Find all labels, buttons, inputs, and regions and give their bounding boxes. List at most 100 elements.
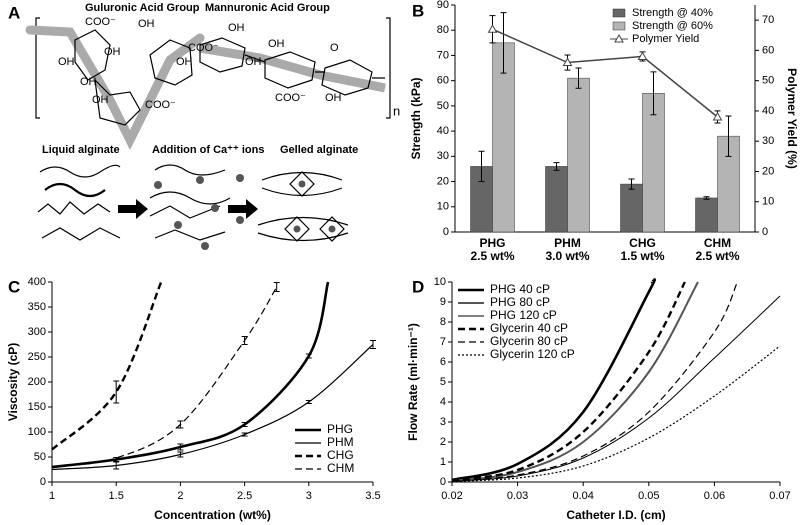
chem-label: OH bbox=[58, 56, 75, 68]
chem-label: O bbox=[330, 42, 339, 54]
y-axis-label: Strength (kPa) bbox=[409, 77, 423, 159]
x-tick-label: 1.5 bbox=[109, 490, 124, 502]
x-tick-label: 0.04 bbox=[572, 490, 593, 502]
line bbox=[451, 278, 657, 482]
line bbox=[51, 281, 330, 469]
error-bar bbox=[370, 340, 376, 349]
error-bar bbox=[177, 443, 184, 451]
error-bar bbox=[628, 178, 635, 190]
y2-tick-label: 0 bbox=[762, 226, 768, 238]
legend-label: Glycerin 40 cP bbox=[490, 321, 568, 335]
x-tick-label: CHM 2.5 wt% bbox=[695, 236, 740, 263]
bar bbox=[695, 197, 718, 233]
error-bar bbox=[500, 12, 507, 74]
error-bar bbox=[725, 115, 732, 157]
y-tick-label: 50 bbox=[34, 451, 46, 463]
error-bar bbox=[650, 71, 657, 116]
y-tick-label: 350 bbox=[28, 301, 46, 313]
legend-label: Strength @ 40% bbox=[632, 7, 713, 19]
legend-label: Polymer Yield bbox=[632, 33, 699, 45]
x-axis-label: Catheter I.D. (cm) bbox=[566, 508, 665, 522]
y-tick-label: 90 bbox=[437, 0, 449, 11]
y2-tick-label: 60 bbox=[762, 44, 774, 56]
y-tick-label: 100 bbox=[28, 426, 46, 438]
error-bar bbox=[241, 336, 248, 345]
marker bbox=[487, 24, 498, 33]
y-tick-label: 150 bbox=[28, 401, 46, 413]
chem-label: COO⁻ bbox=[188, 42, 219, 54]
error-bar bbox=[177, 451, 184, 458]
bar bbox=[620, 183, 643, 233]
x-tick-label: 0.07 bbox=[769, 490, 790, 502]
y-tick-label: 7 bbox=[440, 336, 446, 348]
marker bbox=[562, 57, 573, 67]
y-tick-label: 50 bbox=[437, 100, 449, 112]
y-tick-label: 250 bbox=[28, 351, 46, 363]
y-tick-label: 9 bbox=[440, 296, 446, 308]
y-tick-label: 0 bbox=[440, 476, 446, 488]
x-tick-label: 3.5 bbox=[365, 490, 380, 502]
y-tick-label: 70 bbox=[437, 49, 449, 61]
line bbox=[451, 345, 781, 482]
y2-tick-label: 20 bbox=[762, 165, 774, 177]
panel-label: A bbox=[8, 3, 20, 22]
chem-label: COO⁻ bbox=[145, 99, 176, 111]
error-bar bbox=[305, 400, 312, 404]
y-tick-label: 0 bbox=[443, 226, 449, 238]
y2-tick-label: 50 bbox=[762, 75, 774, 87]
line bbox=[492, 28, 718, 118]
legend-label: PHG bbox=[327, 422, 353, 436]
error-bar bbox=[305, 353, 312, 359]
line bbox=[451, 281, 686, 482]
y-tick-label: 10 bbox=[437, 201, 449, 213]
y-tick-label: 20 bbox=[437, 175, 449, 187]
error-bar bbox=[703, 196, 710, 200]
x-tick-label: PHM 3.0 wt% bbox=[545, 236, 590, 263]
group-label: Mannuronic Acid Group bbox=[205, 2, 330, 14]
y2-tick-label: 40 bbox=[762, 105, 774, 117]
x-tick-label: 3 bbox=[306, 490, 312, 502]
line bbox=[51, 344, 374, 471]
line bbox=[51, 286, 278, 468]
legend-label: CHG bbox=[327, 448, 354, 462]
alginate-structure bbox=[25, 17, 391, 151]
bar bbox=[567, 77, 590, 233]
chem-label: COO⁻ bbox=[85, 16, 116, 28]
y-tick-label: 1 bbox=[440, 456, 446, 468]
y-tick-label: 200 bbox=[28, 376, 46, 388]
legend-label: PHG 120 cP bbox=[490, 308, 557, 322]
y2-tick-label: 70 bbox=[762, 14, 774, 26]
chem-label: OH bbox=[138, 18, 155, 30]
chem-label: OH bbox=[176, 56, 193, 68]
panel-label: D bbox=[412, 277, 424, 296]
process-label: Gelled alginate bbox=[280, 144, 358, 156]
error-bar bbox=[553, 162, 560, 171]
y-tick-label: 5 bbox=[440, 376, 446, 388]
y2-tick-label: 10 bbox=[762, 196, 774, 208]
panel-label: B bbox=[412, 1, 424, 20]
x-tick-label: 0.06 bbox=[704, 490, 725, 502]
chem-label: OH bbox=[104, 46, 121, 58]
y-axis-label: Viscosity (cP) bbox=[6, 343, 20, 421]
error-bar bbox=[177, 420, 184, 429]
y-tick-label: 30 bbox=[437, 150, 449, 162]
error-bar bbox=[273, 282, 280, 292]
line bbox=[451, 295, 781, 482]
legend-label: Glycerin 80 cP bbox=[490, 334, 568, 348]
error-bar bbox=[241, 422, 248, 427]
x-tick-label: CHG 1.5 wt% bbox=[620, 236, 665, 263]
legend-label: Strength @ 60% bbox=[632, 20, 713, 32]
x-tick-label: PHG 2.5 wt% bbox=[470, 236, 515, 263]
chem-label: OH bbox=[80, 76, 97, 88]
calcium-ions bbox=[154, 174, 336, 250]
y-tick-label: 2 bbox=[440, 436, 446, 448]
y-tick-label: 3 bbox=[440, 416, 446, 428]
x-tick-label: 2.5 bbox=[237, 490, 252, 502]
marker bbox=[712, 111, 723, 121]
y2-tick-label: 30 bbox=[762, 135, 774, 147]
chem-label: COO⁻ bbox=[275, 92, 306, 104]
y-tick-label: 60 bbox=[437, 75, 449, 87]
y-tick-label: 40 bbox=[437, 125, 449, 137]
y-tick-label: 8 bbox=[440, 316, 446, 328]
